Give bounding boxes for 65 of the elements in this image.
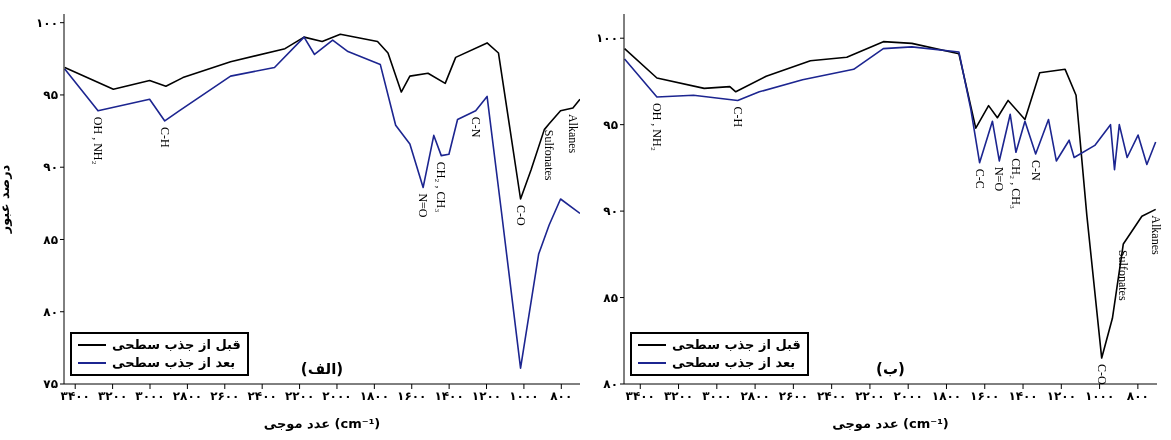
- legend-label: قبل از جذب سطحی: [672, 336, 801, 354]
- x-axis-title: عدد موجی (cm⁻¹): [263, 416, 381, 431]
- x-tick-label: ۱۲۰۰: [471, 388, 502, 403]
- x-tick-label: ۱۸۰۰: [931, 388, 962, 403]
- x-tick-label: ۳۰۰۰: [702, 388, 732, 403]
- x-axis-title: عدد موجی (cm⁻¹): [832, 416, 949, 431]
- x-tick-label: ۲۲۰۰: [855, 388, 885, 403]
- x-tick-label: ۲۴۰۰: [247, 388, 277, 403]
- x-tick-label: ۳۴۰۰: [60, 388, 90, 403]
- x-tick-label: ۲۶۰۰: [778, 388, 809, 403]
- y-tick-label: ۷۵: [43, 377, 58, 392]
- x-tick-label: ۲۶۰۰: [210, 388, 240, 403]
- legend-label: بعد از جذب سطحی: [112, 354, 236, 372]
- x-tick-label: ۳۲۰۰: [97, 388, 128, 403]
- legend-label: بعد از جذب سطحی: [672, 354, 796, 372]
- annotation: OH , NH₂: [91, 116, 106, 165]
- x-tick-label: ۱۴۰۰: [434, 388, 464, 403]
- y-tick-label: ۸۵: [43, 232, 58, 247]
- annotation: OH , NH₂: [649, 102, 664, 151]
- x-tick-label: ۲۸۰۰: [172, 388, 203, 403]
- annotation: N=O: [992, 166, 1007, 192]
- text: (الف): [300, 360, 344, 378]
- x-tick-label: ۲۴۰۰: [817, 388, 847, 403]
- y-tick-label: ۹۵: [603, 117, 618, 132]
- annotation: C-H: [157, 126, 172, 148]
- x-tick-label: ۳۲۰۰: [663, 388, 694, 403]
- x-tick-label: ۲۰۰۰: [322, 388, 352, 403]
- x-tick-label: ۱۸۰۰: [359, 388, 389, 403]
- x-tick-label: ۱۶۰۰: [970, 388, 1000, 403]
- x-tick-label: ۱۰۰۰: [1084, 388, 1115, 403]
- y-tick-label: ۱۰۰: [36, 15, 58, 30]
- y-tick-label: ۸۵: [603, 290, 618, 305]
- y-axis-title: درصد عبور: [0, 164, 12, 235]
- legend-label: قبل از جذب سطحی: [112, 336, 241, 354]
- x-tick-label: ۱۶۰۰: [397, 388, 427, 403]
- y-tick-label: ۹۰: [603, 204, 618, 219]
- annotation: C-C: [972, 168, 987, 189]
- x-tick-label: ۱۴۰۰: [1008, 388, 1038, 403]
- x-tick-label: ۲۲۰۰: [284, 388, 315, 403]
- annotation: C-N: [1028, 160, 1043, 182]
- annotation: CH₂ , CH₃: [434, 161, 449, 213]
- annotation: Sulfonates: [1116, 249, 1131, 301]
- x-tick-label: ۱۰۰۰: [509, 388, 539, 403]
- annotation: N=O: [416, 193, 431, 218]
- x-tick-label: ۲۰۰۰: [893, 388, 923, 403]
- annotation: C-O: [513, 205, 528, 226]
- x-tick-label: ۲۸۰۰: [740, 388, 770, 403]
- x-tick-label: ۸۰۰: [550, 388, 573, 403]
- annotation: CH₂ , CH₃: [1008, 158, 1023, 210]
- y-tick-label: ۹۰: [43, 160, 58, 175]
- text: (ب): [876, 360, 905, 378]
- annotation: C-N: [468, 116, 483, 138]
- x-tick-label: ۳۰۰۰: [135, 388, 165, 403]
- y-tick-label: ۹۵: [43, 88, 58, 103]
- y-tick-label: ۸۰: [43, 304, 58, 319]
- x-tick-label: ۱۲۰۰: [1046, 388, 1076, 403]
- annotation: Alkanes: [1148, 215, 1163, 256]
- annotation: Alkanes: [565, 113, 580, 154]
- annotation: C-O: [1094, 364, 1109, 386]
- annotation: Sulfonates: [542, 129, 557, 181]
- y-tick-label: ۸۰: [603, 377, 618, 392]
- annotation: C-H: [730, 106, 745, 128]
- y-tick-label: ۱۰۰: [596, 31, 618, 46]
- x-tick-label: ۳۴۰۰: [625, 388, 655, 403]
- x-tick-label: ۸۰۰: [1126, 388, 1149, 403]
